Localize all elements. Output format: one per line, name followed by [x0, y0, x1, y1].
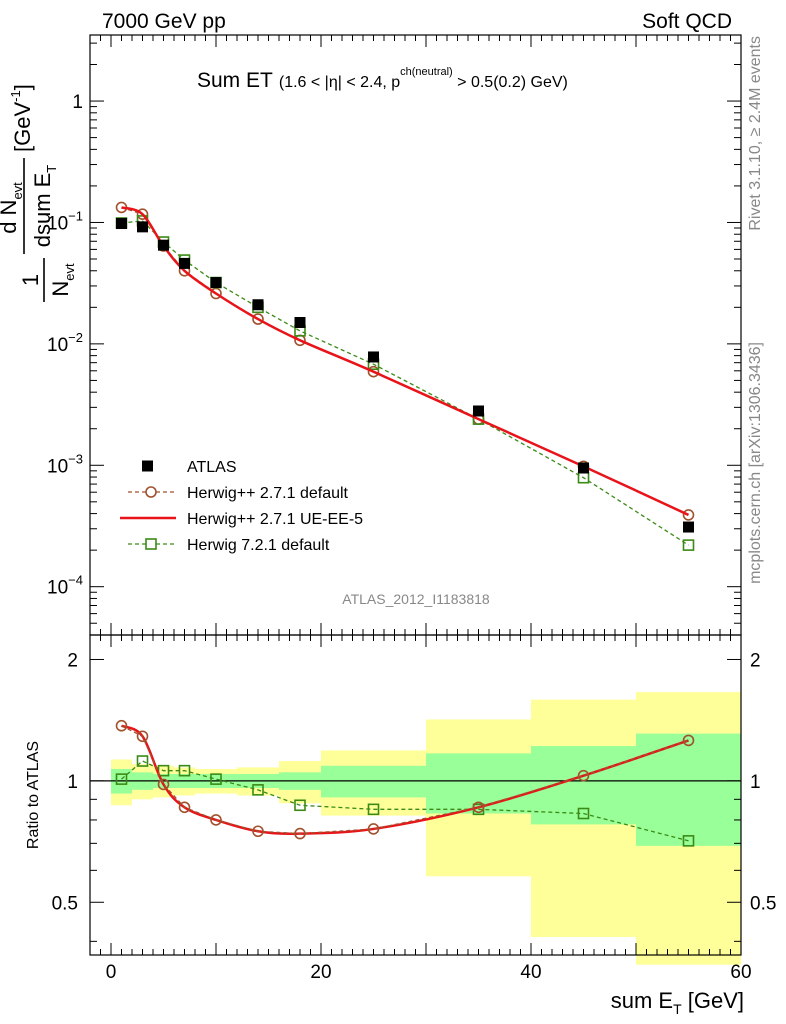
y-label-one: 1 — [18, 274, 43, 286]
ratio-herwig-2-7-1-default-point-0 — [115, 719, 128, 732]
ratio-herwig-2-7-1-default-point-5 — [252, 825, 264, 838]
ratio-y-tick-label-right-2: 2 — [750, 650, 761, 671]
legend-herwig-2-7-1-default-marker — [145, 486, 157, 498]
rivet-version-label: Rivet 3.1.10, ≥ 2.4M events — [747, 36, 764, 231]
ratio-herwig-2-7-1-default-point-1 — [136, 730, 149, 743]
x-axis-label: sum ET [GeV] — [611, 988, 744, 1017]
tick-exponent: −4 — [68, 573, 83, 588]
main-herwig-2-7-1-default-point-1 — [136, 208, 149, 220]
main-y-tick-label-4: 10−4 — [47, 573, 83, 599]
main-atlas-point-3 — [179, 257, 190, 269]
title-main: Sum ET — [197, 69, 273, 92]
ratio-y-tick-label-left-0.5: 0.5 — [52, 893, 78, 914]
ratio-herwig-2-7-1-default-point-2 — [157, 778, 170, 791]
main-atlas-point-0 — [116, 218, 127, 230]
main-y-tick-label-2: 10−2 — [47, 330, 83, 356]
tick-base: 10 — [47, 578, 68, 599]
ratio-y-label: Ratio to ATLAS — [25, 741, 42, 849]
main-atlas-point-10 — [683, 521, 694, 533]
band-inner-7 — [321, 765, 426, 798]
main-atlas-point-2 — [158, 239, 169, 251]
y-label-dnevt: d Nevt — [0, 182, 25, 234]
tick-exponent: −1 — [68, 208, 83, 223]
legend-atlas-marker — [142, 460, 153, 472]
legend: ATLAS Herwig++ 2.7.1 default Herwig++ 2.7.… — [120, 459, 363, 554]
mcplots-label: mcplots.cern.ch [arXiv:1306.3436] — [747, 342, 764, 584]
ratio-herwig-2-7-1-default-line — [121, 725, 689, 835]
main-title: Sum ET (1.6 < |η| < 2.4, pch(neutral) > 0… — [197, 66, 568, 92]
x-tick-label-0: 0 — [106, 962, 117, 983]
main-y-tick-label-3: 10−3 — [47, 451, 83, 477]
ratio-herwig-7-2-1-default-point-7 — [367, 803, 380, 816]
ratio-herwig-2-7-1-default-point-3 — [178, 801, 191, 814]
ratio-y-tick-label-left-2: 2 — [67, 650, 78, 671]
header-right: Soft QCD — [642, 10, 732, 33]
ratio-herwig-7-2-1-default-point-6 — [294, 799, 306, 812]
ratio-y-tick-label-right-1: 1 — [750, 772, 761, 793]
main-herwig-7-2-1-default-point-10 — [682, 539, 695, 551]
legend-herwig-7-2-1-default-label: Herwig 7.2.1 default — [187, 537, 330, 554]
ratio-herwig-7-2-1-default-point-3 — [178, 764, 191, 777]
tick-base: 10 — [47, 335, 68, 356]
header-left: 7000 GeV pp — [102, 10, 226, 33]
legend-herwig-7-2-1-default-marker — [145, 538, 157, 550]
main-herwig-2-7-1-default-point-7 — [367, 365, 380, 378]
title-tail: > 0.5(0.2) GeV) — [453, 74, 568, 91]
ratio-plot-series — [115, 719, 695, 847]
ratio-y-tick-label-right-0.5: 0.5 — [750, 893, 776, 914]
ratio-herwig-7-2-1-default-point-0 — [115, 773, 128, 785]
x-tick-label-60: 60 — [730, 962, 751, 983]
main-y-tick-label-0: 1 — [72, 92, 83, 113]
ratio-herwig-7-2-1-default-point-4 — [210, 773, 222, 785]
legend-herwig-2-7-1-ue-ee-5-label: Herwig++ 2.7.1 UE-EE-5 — [187, 511, 363, 528]
main-herwig-2-7-1-default-point-4 — [210, 287, 222, 300]
main-atlas-point-7 — [368, 351, 379, 363]
main-atlas-point-6 — [294, 316, 306, 328]
ratio-herwig-7-2-1-default-point-10 — [682, 835, 695, 847]
tick-base: 10 — [47, 456, 68, 477]
main-herwig-2-7-1-default-point-5 — [252, 313, 264, 325]
ratio-herwig-2-7-1-default-point-8 — [472, 801, 485, 814]
ratio-herwig-2-7-1-default-point-6 — [294, 827, 306, 840]
title-detail: (1.6 < |η| < 2.4, p — [279, 74, 400, 91]
band-inner-9 — [531, 746, 636, 825]
main-plot-series — [115, 201, 695, 551]
band-inner-10 — [636, 733, 741, 846]
legend-atlas-label: ATLAS — [187, 459, 237, 476]
main-herwig-2-7-1-default-point-10 — [682, 509, 695, 521]
legend-herwig-2-7-1-default-label: Herwig++ 2.7.1 default — [187, 485, 349, 502]
analysis-watermark: ATLAS_2012_I1183818 — [342, 591, 490, 607]
ratio-herwig-7-2-1-default-point-9 — [577, 807, 590, 820]
y-label-nevt: Nevt — [48, 263, 77, 297]
tick-exponent: −3 — [68, 451, 83, 466]
ratio-herwig-7-2-1-default-point-1 — [136, 755, 149, 767]
ratio-uncertainty-bands — [90, 692, 741, 965]
main-atlas-point-8 — [473, 405, 484, 417]
main-y-tick-label-1: 10−1 — [47, 208, 83, 234]
axis-ticks — [89, 35, 742, 955]
main-atlas-point-1 — [137, 221, 148, 233]
main-atlas-point-5 — [252, 299, 264, 311]
tick-exponent: −2 — [68, 330, 83, 345]
ratio-herwig-2-7-1-default-point-9 — [577, 769, 590, 782]
x-tick-label-40: 40 — [520, 962, 541, 983]
main-atlas-point-4 — [210, 277, 222, 289]
ratio-herwig-2-7-1-default-point-4 — [210, 814, 222, 826]
ratio-herwig-7-2-1-default-point-5 — [252, 784, 264, 796]
band-inner-8 — [426, 753, 531, 814]
y-label-dsumet: dsum ET — [30, 165, 59, 248]
ratio-y-tick-label-left-1: 1 — [67, 772, 78, 793]
tick-base: 10 — [47, 213, 68, 234]
x-tick-label-20: 20 — [310, 962, 331, 983]
ratio-herwig-2-7-1-default-point-10 — [682, 734, 695, 747]
ratio-herwig-2-7-1-default-point-7 — [367, 823, 380, 835]
main-atlas-point-9 — [578, 462, 589, 474]
main-y-axis-label: 1 Nevt d Nevt dsum ET [GeV-1] — [0, 84, 77, 302]
title-superscript: ch(neutral) — [400, 66, 453, 78]
y-label-unit: [GeV-1] — [8, 84, 35, 152]
